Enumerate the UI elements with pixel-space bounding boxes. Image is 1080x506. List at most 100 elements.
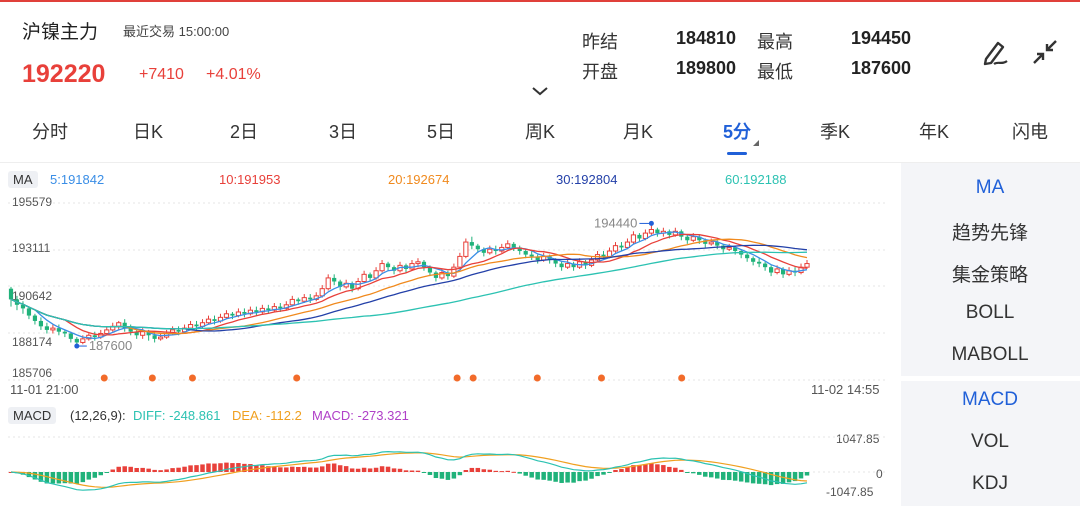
- tab-lightning[interactable]: 闪电: [1012, 122, 1048, 142]
- side-item-trend[interactable]: 趋势先锋: [951, 223, 1029, 244]
- macd-bar: [493, 470, 499, 472]
- candle: [104, 326, 110, 336]
- candle: [529, 251, 534, 260]
- side-item-macd[interactable]: MACD: [962, 389, 1018, 410]
- stat-value-low: 187600: [851, 58, 912, 78]
- side-item-kdj[interactable]: KDJ: [972, 473, 1008, 494]
- side-item-boll[interactable]: BOLL: [965, 302, 1015, 323]
- candle: [535, 254, 540, 264]
- macd-bar: [457, 472, 463, 476]
- macd-bar: [643, 464, 648, 472]
- macd-bar: [547, 472, 552, 481]
- candle: [487, 245, 493, 255]
- ma-indicator-badge[interactable]: MA: [8, 171, 38, 188]
- candle: [152, 331, 157, 343]
- tab-intraday[interactable]: 分时: [32, 122, 68, 142]
- candle: [505, 240, 511, 250]
- pen-draw-icon[interactable]: [980, 37, 1010, 67]
- side-item-ma[interactable]: MA: [975, 177, 1005, 198]
- chevron-down-icon[interactable]: [531, 86, 549, 96]
- macd-bar: [595, 472, 600, 477]
- macd-bar: [577, 472, 582, 482]
- legend-ma30: 30:192804: [556, 172, 618, 187]
- stat-label-open: 开盘: [582, 62, 618, 82]
- candle: [361, 270, 367, 284]
- macd-indicator-badge[interactable]: MACD: [8, 407, 57, 424]
- macd-bar: [80, 472, 86, 483]
- candle: [368, 272, 373, 282]
- legend-macd: MACD: -273.321: [312, 408, 409, 423]
- indicator-side-panel: [901, 163, 1080, 506]
- candle: [301, 294, 307, 304]
- stat-value-prev-settle: 184810: [676, 28, 737, 48]
- macd-bar: [691, 472, 696, 474]
- candle: [26, 306, 32, 320]
- tab-3day[interactable]: 3日: [328, 122, 358, 142]
- macd-bar: [619, 468, 624, 472]
- macd-bar: [92, 472, 98, 478]
- ma-line-5: [10, 231, 808, 340]
- candle: [164, 329, 170, 339]
- high-marker: [648, 220, 654, 226]
- macd-bar: [649, 463, 654, 472]
- side-item-vol[interactable]: VOL: [970, 431, 1010, 452]
- macd-bar: [62, 472, 68, 484]
- macd-bar: [116, 466, 121, 472]
- tab-5min[interactable]: 5分: [722, 122, 752, 142]
- macd-bar: [146, 468, 151, 472]
- macd-bar: [732, 472, 738, 481]
- signal-dot: [100, 374, 108, 382]
- macd-bar: [589, 472, 594, 479]
- ma-line-20: [10, 238, 808, 335]
- candlestick-chart[interactable]: 194440 187600: [0, 163, 900, 393]
- macd-bar: [176, 467, 181, 472]
- tab-quarterly-k[interactable]: 季K: [819, 122, 851, 142]
- macd-bar: [517, 472, 522, 474]
- side-item-strategy[interactable]: 集金策略: [951, 265, 1029, 286]
- shrink-fullscreen-icon[interactable]: [1030, 37, 1060, 67]
- tab-2day[interactable]: 2日: [229, 122, 259, 142]
- tab-weekly-k[interactable]: 周K: [524, 122, 556, 142]
- candle: [624, 238, 631, 250]
- side-item-maboll[interactable]: MABOLL: [951, 344, 1029, 365]
- candle: [68, 331, 73, 343]
- macd-bar: [685, 472, 690, 473]
- macd-bar: [571, 472, 576, 483]
- tab-dropdown-icon[interactable]: [753, 140, 759, 146]
- tab-yearly-k[interactable]: 年K: [918, 122, 950, 142]
- candle: [332, 274, 337, 286]
- candle: [630, 231, 637, 244]
- macd-bar: [194, 465, 199, 472]
- signal-dot: [678, 374, 686, 382]
- macd-bar: [487, 469, 493, 472]
- macd-bar: [104, 472, 109, 473]
- candle: [445, 270, 450, 280]
- macd-bar: [697, 472, 702, 475]
- legend-ma10: 10:191953: [219, 172, 281, 187]
- macd-bar: [613, 469, 618, 472]
- signal-dot: [469, 374, 477, 382]
- macd-bar: [607, 472, 612, 473]
- macd-bar: [272, 466, 277, 472]
- macd-bar: [302, 466, 307, 472]
- tab-daily-k[interactable]: 日K: [132, 122, 164, 142]
- candle: [50, 324, 56, 334]
- tab-5day[interactable]: 5日: [426, 122, 456, 142]
- macd-bar: [475, 467, 481, 472]
- y-tick-label: 190642: [12, 289, 53, 303]
- macd-bar: [709, 472, 714, 478]
- macd-bar: [158, 470, 163, 472]
- macd-bar: [631, 465, 636, 472]
- macd-bar: [38, 472, 44, 482]
- stat-value-high: 194450: [851, 28, 912, 48]
- macd-bar: [553, 472, 558, 482]
- macd-bar: [535, 472, 540, 480]
- candle: [247, 306, 253, 316]
- macd-bar: [296, 467, 301, 472]
- macd-chart[interactable]: [0, 425, 900, 505]
- candle: [637, 233, 642, 243]
- legend-dea: DEA: -112.2: [232, 408, 302, 423]
- tab-monthly-k[interactable]: 月K: [622, 122, 654, 142]
- ma-line-60: [10, 251, 808, 330]
- macd-bar: [559, 472, 564, 483]
